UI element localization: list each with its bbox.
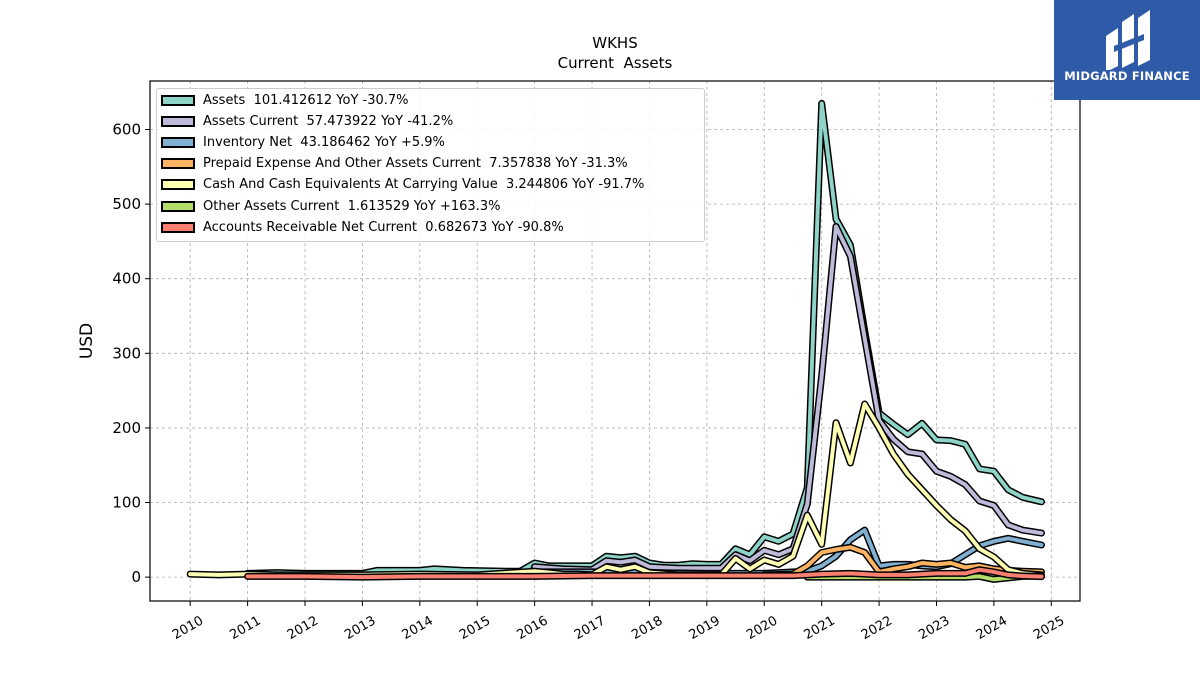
legend-item: Other Assets Current 1.613529 YoY +163.3… bbox=[161, 196, 500, 216]
y-axis-label: USD bbox=[77, 323, 97, 359]
legend-label: Assets Current 57.473922 YoY -41.2% bbox=[203, 113, 454, 129]
x-tick-label: 2020 bbox=[744, 613, 780, 643]
chart-subtitle: Current Assets bbox=[558, 54, 673, 72]
x-tick-label: 2023 bbox=[916, 613, 952, 643]
x-tick-label: 2021 bbox=[802, 613, 838, 643]
y-tick-label: 400 bbox=[112, 270, 141, 288]
series-layer bbox=[186, 99, 1045, 583]
y-tick-label: 200 bbox=[112, 419, 141, 437]
legend-label: Prepaid Expense And Other Assets Current… bbox=[203, 156, 628, 172]
legend-item: Inventory Net 43.186462 YoY +5.9% bbox=[161, 132, 445, 152]
logo-text: MIDGARD FINANCE bbox=[1064, 69, 1190, 83]
midgard-finance-logo: MIDGARD FINANCE bbox=[1054, 0, 1200, 100]
x-tick-label: 2025 bbox=[1031, 613, 1067, 643]
y-tick-label: 500 bbox=[112, 195, 141, 213]
logo-mark-icon bbox=[1106, 10, 1150, 70]
series-line-outline bbox=[531, 223, 1045, 574]
series-line bbox=[245, 567, 1044, 580]
x-tick-label: 2022 bbox=[859, 613, 895, 643]
chart-title: WKHS bbox=[592, 34, 637, 52]
legend-swatch bbox=[161, 200, 195, 212]
legend-item: Prepaid Expense And Other Assets Current… bbox=[161, 154, 628, 174]
x-tick-label: 2010 bbox=[170, 613, 206, 643]
legend-item: Assets Current 57.473922 YoY -41.2% bbox=[161, 111, 453, 131]
legend-swatch bbox=[161, 221, 195, 233]
legend-label: Other Assets Current 1.613529 YoY +163.3… bbox=[203, 198, 501, 214]
y-tick-label: 600 bbox=[112, 120, 141, 138]
legend-item: Assets 101.412612 YoY -30.7% bbox=[161, 90, 409, 110]
x-tick-label: 2019 bbox=[687, 613, 723, 643]
legend-swatch bbox=[161, 136, 195, 148]
series-6 bbox=[244, 566, 1045, 581]
legend-item: Cash And Cash Equivalents At Carrying Va… bbox=[161, 175, 644, 195]
x-tick-label: 2024 bbox=[974, 613, 1010, 643]
legend-swatch bbox=[161, 94, 195, 106]
legend-label: Assets 101.412612 YoY -30.7% bbox=[203, 92, 409, 108]
x-tick-label: 2018 bbox=[629, 613, 665, 643]
x-tick-label: 2014 bbox=[400, 613, 436, 643]
x-tick-label: 2017 bbox=[572, 613, 608, 643]
series-line bbox=[532, 224, 1044, 572]
y-tick-label: 0 bbox=[131, 568, 141, 586]
y-tick-label: 100 bbox=[112, 494, 141, 512]
legend-swatch bbox=[161, 158, 195, 170]
y-tick-label: 300 bbox=[112, 344, 141, 362]
x-tick-label: 2016 bbox=[514, 613, 550, 643]
plot-frame bbox=[149, 80, 1081, 602]
legend-label: Accounts Receivable Net Current 0.682673… bbox=[203, 219, 564, 235]
series-0 bbox=[244, 99, 1045, 577]
x-tick-label: 2015 bbox=[457, 613, 493, 643]
legend-item: Accounts Receivable Net Current 0.682673… bbox=[161, 217, 564, 237]
x-tick-label: 2012 bbox=[285, 613, 321, 643]
series-1 bbox=[531, 223, 1045, 574]
legend: Assets 101.412612 YoY -30.7% Assets Curre… bbox=[156, 88, 705, 242]
x-tick-label: 2011 bbox=[227, 613, 263, 643]
legend-label: Inventory Net 43.186462 YoY +5.9% bbox=[203, 134, 445, 150]
legend-swatch bbox=[161, 179, 195, 191]
x-tick-label: 2013 bbox=[342, 613, 378, 643]
legend-swatch bbox=[161, 115, 195, 127]
legend-label: Cash And Cash Equivalents At Carrying Va… bbox=[203, 177, 645, 193]
series-line bbox=[245, 101, 1044, 576]
